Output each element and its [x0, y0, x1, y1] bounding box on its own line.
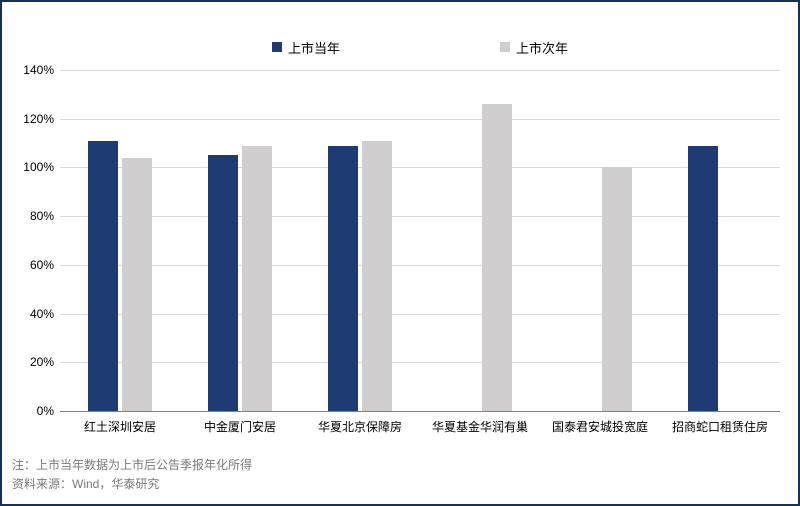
x-tick-label: 国泰君安城投宽庭 — [540, 412, 660, 438]
category-group — [660, 70, 780, 411]
bar — [122, 158, 152, 411]
bar — [88, 141, 118, 411]
y-tick-label: 140% — [23, 63, 60, 77]
plot-area: 0%20%40%60%80%100%120%140% — [60, 70, 780, 412]
category-group — [60, 70, 180, 411]
legend-item-series-2: 上市次年 — [500, 38, 568, 57]
footnote-source: 资料来源：Wind，华泰研究 — [12, 475, 252, 494]
x-axis: 红土深圳安居中金厦门安居华夏北京保障房华夏基金华润有巢国泰君安城投宽庭招商蛇口租… — [60, 412, 780, 438]
y-tick-label: 0% — [37, 404, 60, 418]
category-group — [300, 70, 420, 411]
x-tick-label: 红土深圳安居 — [60, 412, 180, 438]
x-tick-label: 招商蛇口租赁住房 — [660, 412, 780, 438]
category-group — [180, 70, 300, 411]
legend: 上市当年 上市次年 — [60, 30, 780, 64]
y-tick-label: 100% — [23, 160, 60, 174]
y-tick-label: 40% — [30, 307, 60, 321]
bar — [602, 167, 632, 411]
x-tick-label: 华夏北京保障房 — [300, 412, 420, 438]
category-group — [420, 70, 540, 411]
footnote-note: 注：上市当年数据为上市后公告季报年化所得 — [12, 456, 252, 475]
legend-swatch-1 — [272, 42, 282, 52]
category-group — [540, 70, 660, 411]
legend-label-1: 上市当年 — [288, 38, 340, 57]
x-tick-label: 中金厦门安居 — [180, 412, 300, 438]
bar — [208, 155, 238, 411]
legend-swatch-2 — [500, 42, 510, 52]
bar — [688, 146, 718, 411]
y-tick-label: 80% — [30, 209, 60, 223]
x-tick-label: 华夏基金华润有巢 — [420, 412, 540, 438]
legend-item-series-1: 上市当年 — [272, 38, 340, 57]
bar — [482, 104, 512, 411]
y-tick-label: 120% — [23, 112, 60, 126]
bar — [242, 146, 272, 411]
figure-container: 上市当年 上市次年 0%20%40%60%80%100%120%140% 红土深… — [0, 0, 800, 506]
footnotes: 注：上市当年数据为上市后公告季报年化所得 资料来源：Wind，华泰研究 — [12, 456, 252, 494]
bar — [328, 146, 358, 411]
y-tick-label: 20% — [30, 355, 60, 369]
bar — [362, 141, 392, 411]
y-tick-label: 60% — [30, 258, 60, 272]
bars-row — [60, 70, 780, 411]
legend-label-2: 上市次年 — [516, 38, 568, 57]
chart-area: 上市当年 上市次年 0%20%40%60%80%100%120%140% 红土深… — [60, 30, 780, 438]
